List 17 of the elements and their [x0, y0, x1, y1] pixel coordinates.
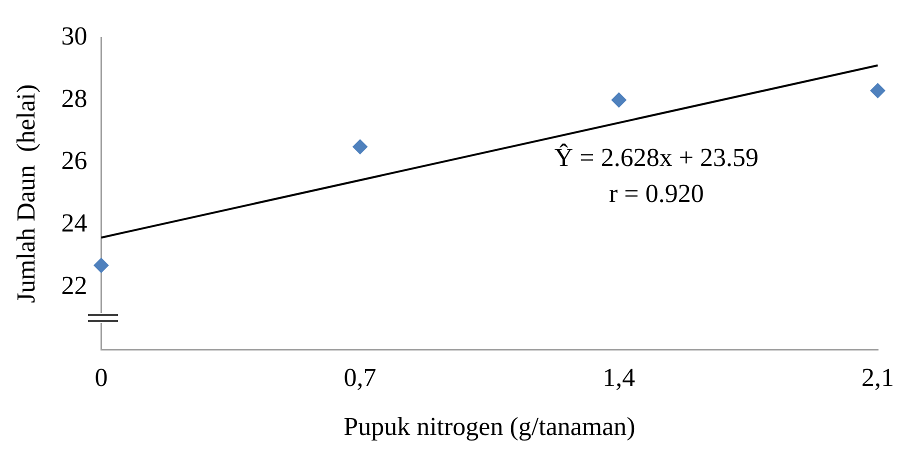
point	[94, 258, 109, 273]
annotation: Ŷ = 2.628x + 23.59	[554, 143, 758, 172]
x-tick-label: 0,7	[344, 363, 376, 392]
y-axis-title: Jumlah Daun (helai)	[11, 84, 40, 303]
y-tick-label: 30	[61, 21, 88, 50]
annotation: r = 0.920	[609, 179, 704, 208]
point	[352, 139, 368, 154]
x-axis-title: Pupuk nitrogen (g/tanaman)	[344, 412, 636, 442]
point	[611, 92, 626, 108]
x-tick-label: 2,1	[862, 363, 894, 392]
x-tick-label: 0	[94, 363, 108, 392]
y-tick-label: 28	[61, 84, 88, 113]
y-tick-label: 22	[61, 271, 88, 300]
x-tick-label: 1,4	[602, 363, 636, 392]
point	[870, 83, 886, 98]
y-tick-label: 24	[61, 208, 88, 238]
y-tick-label: 26	[61, 146, 88, 176]
